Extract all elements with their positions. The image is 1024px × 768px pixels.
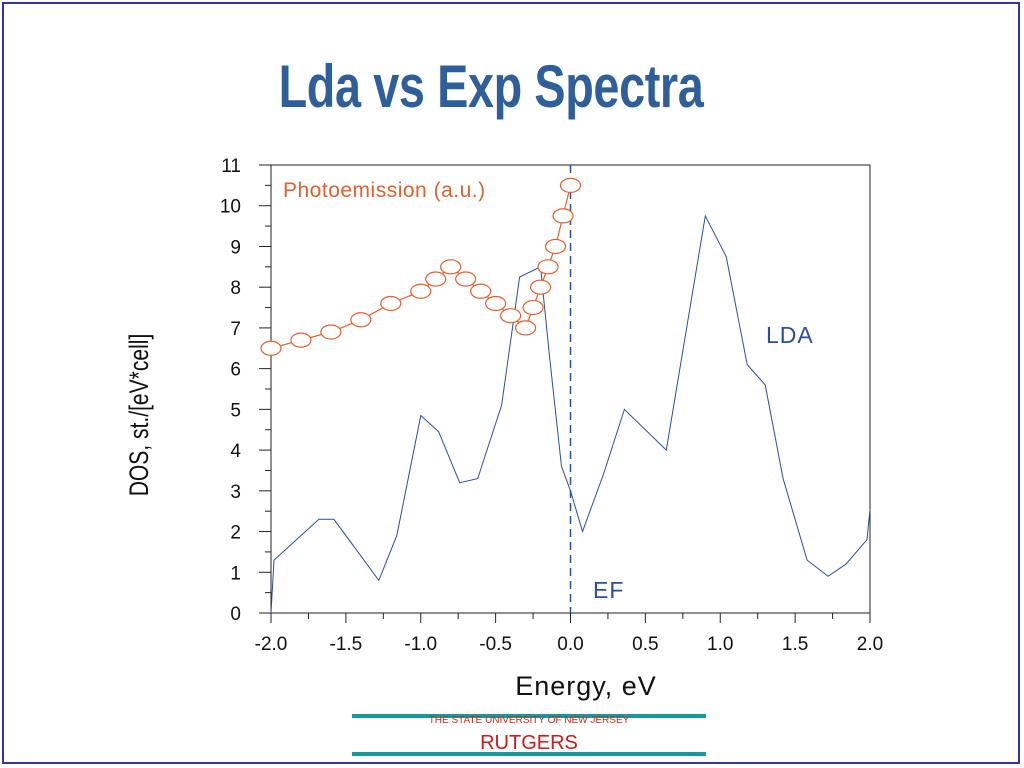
photoemission-point bbox=[552, 208, 574, 224]
footer-university-name: RUTGERS bbox=[480, 732, 578, 754]
footer-bottom-rule bbox=[352, 752, 706, 756]
photoemission-point bbox=[320, 324, 342, 340]
y-tick-label: 8 bbox=[230, 278, 241, 299]
photoemission-point bbox=[425, 271, 447, 287]
x-tick-label: 2.0 bbox=[857, 634, 883, 655]
photoemission-point bbox=[537, 259, 559, 275]
photoemission-point bbox=[410, 283, 432, 299]
photoemission-point bbox=[544, 238, 567, 255]
lda-annotation: LDA bbox=[766, 322, 814, 348]
x-axis-label: Energy, eV bbox=[515, 671, 657, 701]
x-tick-label: -0.5 bbox=[479, 634, 512, 655]
footer-top-rule bbox=[352, 714, 706, 718]
photoemission-point bbox=[470, 283, 492, 299]
lda-series-line bbox=[270, 214, 871, 614]
photoemission-point bbox=[350, 312, 372, 328]
y-tick-label: 4 bbox=[230, 441, 241, 462]
y-tick-label: 11 bbox=[221, 156, 241, 177]
x-tick-label: -1.5 bbox=[330, 634, 363, 655]
y-tick-label: 9 bbox=[230, 237, 241, 258]
photoemission-point bbox=[500, 308, 522, 324]
footer-university-subtitle: THE STATE UNIVERSITY OF NEW JERSEY bbox=[428, 715, 630, 726]
photoemission-point bbox=[529, 279, 552, 295]
x-tick-label: 0.5 bbox=[632, 634, 658, 655]
photoemission-annotation: Photoemission (a.u.) bbox=[283, 179, 486, 202]
x-tick-label: -1.0 bbox=[404, 634, 437, 655]
y-tick-label: 3 bbox=[230, 482, 241, 503]
y-tick-label: 7 bbox=[230, 319, 241, 340]
photoemission-point bbox=[559, 177, 582, 193]
slide-title: Lda vs Exp Spectra bbox=[278, 53, 704, 120]
x-tick-label: 1.5 bbox=[782, 634, 808, 655]
x-tick-label: 0.0 bbox=[557, 634, 583, 655]
photoemission-point bbox=[440, 259, 462, 275]
photoemission-point bbox=[290, 332, 312, 348]
y-tick-label: 10 bbox=[220, 197, 241, 218]
photoemission-point bbox=[522, 299, 544, 316]
y-tick-label: 2 bbox=[230, 523, 241, 544]
photoemission-point bbox=[485, 295, 507, 312]
x-tick-label: 1.0 bbox=[707, 634, 733, 655]
y-axis-label: DOS, st./[eV*cell] bbox=[125, 334, 155, 497]
photoemission-point bbox=[514, 320, 537, 336]
photoemission-point bbox=[380, 295, 402, 312]
y-tick-label: 1 bbox=[230, 563, 241, 584]
y-tick-label: 5 bbox=[230, 400, 241, 421]
photoemission-point bbox=[260, 340, 282, 356]
y-tick-label: 0 bbox=[230, 604, 241, 625]
photoemission-point bbox=[455, 271, 477, 287]
ef-annotation: EF bbox=[593, 577, 624, 603]
y-tick-label: 6 bbox=[230, 360, 241, 381]
x-tick-label: -2.0 bbox=[255, 634, 288, 655]
